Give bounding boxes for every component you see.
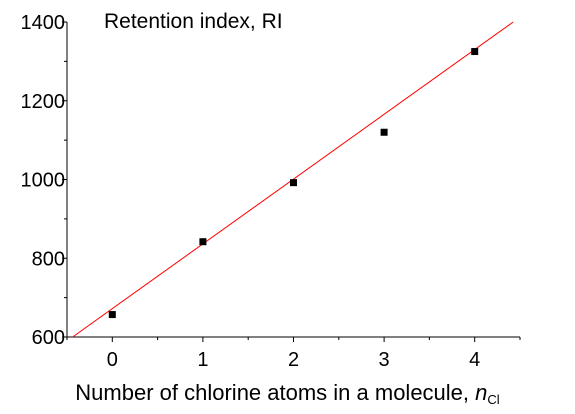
- data-point: [471, 48, 479, 56]
- x-tick-label: 1: [197, 349, 208, 371]
- data-point: [199, 238, 207, 246]
- x-axis-label-text: Number of chlorine atoms in a molecule,: [75, 380, 470, 405]
- plot-area: 600 800 1000 1200 1400 0 1 2 3 4: [21, 12, 521, 371]
- x-axis-label-subscript: Cl: [487, 392, 500, 407]
- y-tick-label: 1200: [21, 91, 66, 113]
- data-point: [290, 179, 297, 187]
- x-axis-label-variable: n: [475, 380, 488, 405]
- x-tick-label: 2: [288, 349, 299, 371]
- x-axis-label: Number of chlorine atoms in a molecule, …: [0, 380, 575, 407]
- data-point: [108, 311, 116, 319]
- data-point: [380, 128, 388, 136]
- chart-title: Retention index, RI: [104, 10, 283, 33]
- x-tick-label: 0: [107, 349, 118, 371]
- x-tick-label: 3: [379, 349, 390, 371]
- y-tick-label: 1400: [21, 12, 66, 34]
- y-tick-label: 600: [32, 327, 65, 349]
- x-tick-label: 4: [469, 349, 480, 371]
- y-tick-label: 800: [32, 248, 65, 270]
- y-tick-label: 1000: [21, 170, 66, 192]
